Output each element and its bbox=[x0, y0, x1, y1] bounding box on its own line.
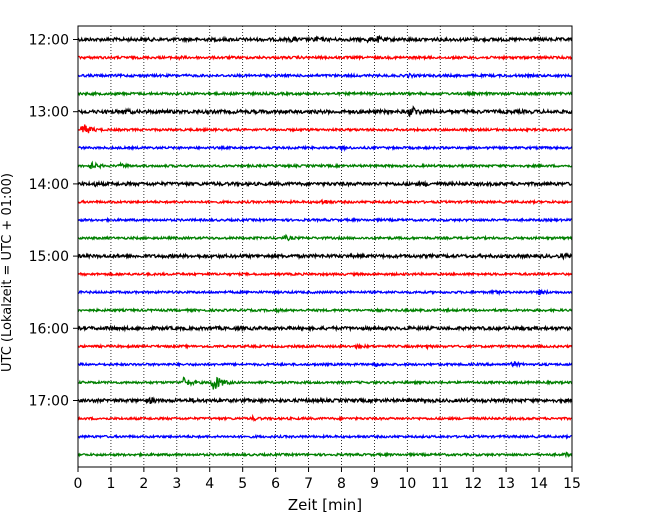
x-tick-label: 14 bbox=[530, 476, 548, 492]
trace-line bbox=[77, 179, 573, 188]
trace-line bbox=[77, 324, 573, 333]
trace-line bbox=[77, 54, 573, 62]
x-tick-label: 4 bbox=[205, 476, 214, 492]
x-tick-label: 3 bbox=[172, 476, 181, 492]
trace-line bbox=[77, 433, 573, 440]
x-tick-label: 7 bbox=[304, 476, 313, 492]
trace-line bbox=[77, 198, 573, 206]
y-tick-label: 15:00 bbox=[29, 249, 69, 265]
plot-frame bbox=[77, 25, 573, 468]
y-tick-label: 14:00 bbox=[29, 177, 69, 193]
x-tick-label: 13 bbox=[497, 476, 515, 492]
trace-line bbox=[77, 413, 573, 422]
x-tick-label: 15 bbox=[563, 476, 581, 492]
y-tick-label: 17:00 bbox=[29, 394, 69, 410]
trace-line bbox=[77, 233, 573, 242]
trace-line bbox=[77, 307, 573, 314]
trace-line bbox=[77, 72, 573, 80]
y-tick-label: 16:00 bbox=[29, 321, 69, 337]
trace-line bbox=[77, 90, 573, 98]
x-tick-label: 6 bbox=[271, 476, 280, 492]
trace-line bbox=[77, 288, 573, 296]
x-tick-label: 2 bbox=[139, 476, 148, 492]
x-tick-label: 1 bbox=[106, 476, 115, 492]
x-axis-ticks: 0 1 2 3 4 5 6 7 8 9 10 11 12 13 14 15 bbox=[74, 467, 581, 492]
y-tick-label: 13:00 bbox=[29, 105, 69, 121]
x-tick-label: 10 bbox=[398, 476, 416, 492]
y-axis-label: UTC (Lokalzeit = UTC + 01:00) bbox=[0, 173, 15, 372]
trace-line bbox=[77, 361, 573, 368]
trace-line bbox=[77, 160, 573, 170]
trace-line bbox=[77, 144, 573, 153]
trace-line bbox=[77, 342, 573, 351]
y-tick-label: 12:00 bbox=[29, 33, 69, 49]
trace-line bbox=[77, 34, 573, 44]
trace-group bbox=[77, 34, 573, 459]
trace-line bbox=[77, 252, 573, 261]
trace-line bbox=[77, 216, 573, 224]
x-tick-label: 11 bbox=[431, 476, 449, 492]
trace-line bbox=[77, 124, 573, 134]
trace-line bbox=[77, 451, 573, 459]
trace-line bbox=[77, 270, 573, 278]
x-tick-label: 8 bbox=[337, 476, 346, 492]
y-axis-ticks: 12:00 13:00 14:00 15:00 16:00 17:00 bbox=[29, 33, 78, 410]
x-tick-label: 9 bbox=[370, 476, 379, 492]
trace-line bbox=[77, 105, 573, 118]
trace-line bbox=[77, 376, 573, 390]
x-tick-label: 12 bbox=[464, 476, 482, 492]
x-tick-label: 0 bbox=[74, 476, 83, 492]
x-tick-label: 5 bbox=[238, 476, 247, 492]
x-axis-label: Zeit [min] bbox=[288, 496, 362, 514]
trace-line bbox=[77, 396, 573, 405]
